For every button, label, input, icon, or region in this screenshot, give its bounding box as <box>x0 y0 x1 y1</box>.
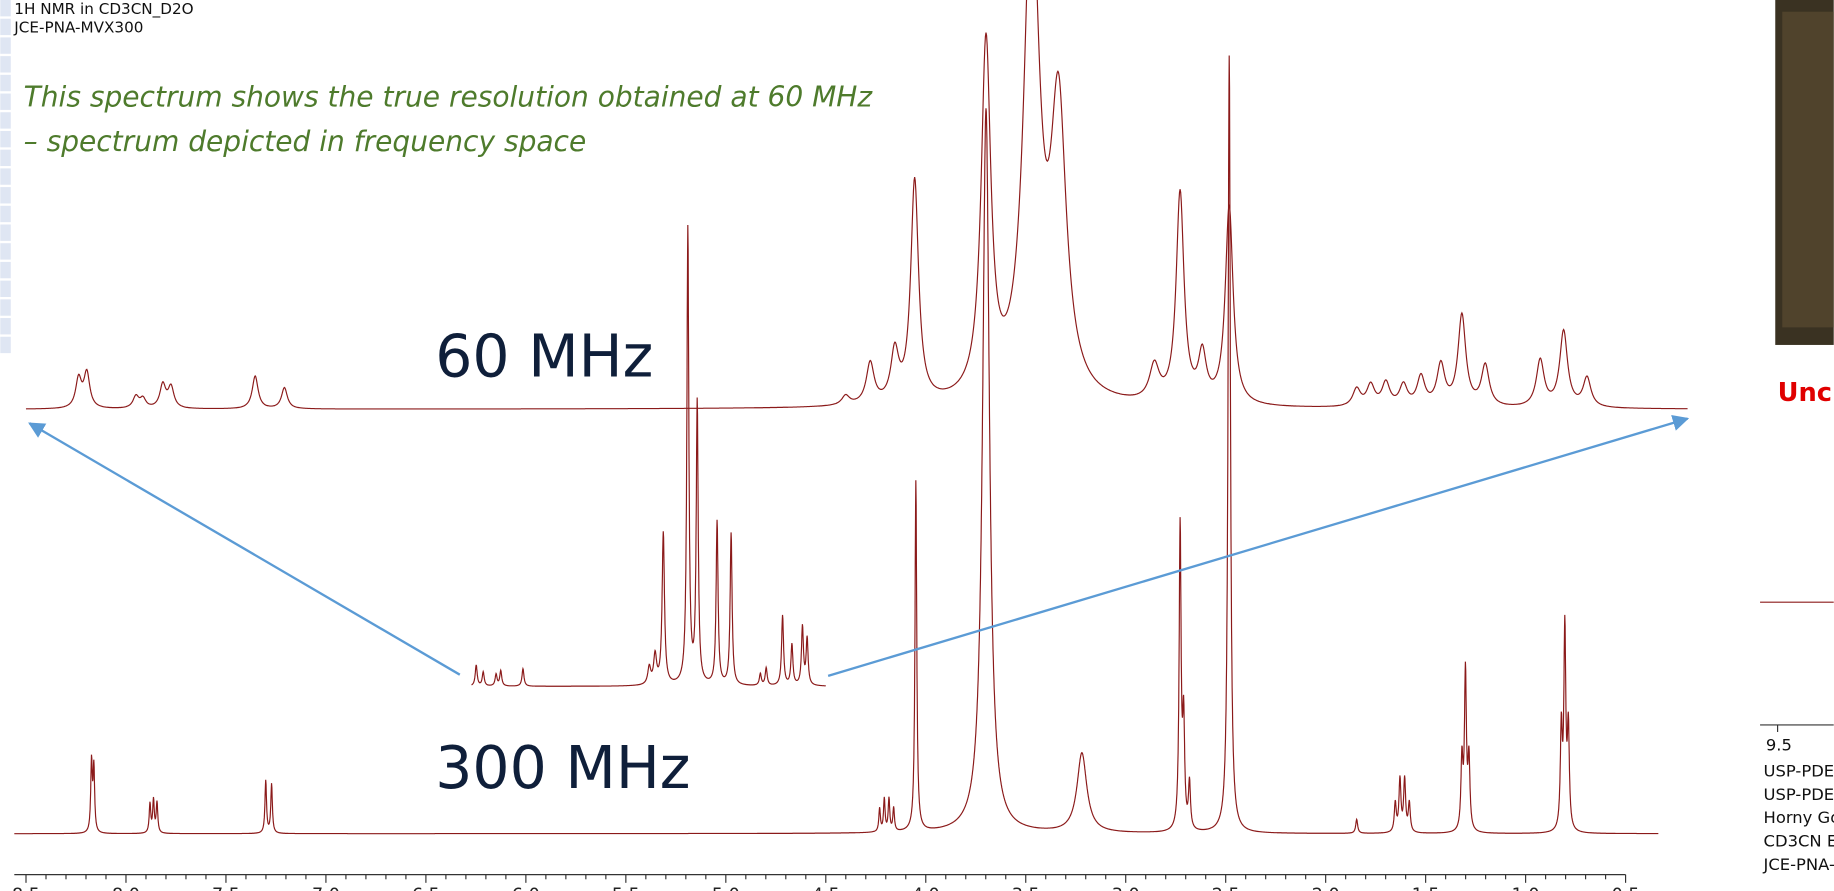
strip-cell <box>0 205 11 223</box>
field-label: 60 MHz <box>435 323 653 391</box>
strip-cell <box>0 280 11 297</box>
panel-heading: Unc <box>1778 378 1832 408</box>
x-tick-label: 4.5 <box>812 885 840 891</box>
caption-line: This spectrum shows the true resolution … <box>24 80 874 113</box>
x-tick-label: 1.0 <box>1512 885 1540 891</box>
spectrum-trace <box>471 224 826 687</box>
x-tick-label: 4.0 <box>912 885 940 891</box>
x-tick-label: 6.5 <box>412 885 440 891</box>
x-tick-label: 2.5 <box>1212 885 1240 891</box>
strip-cell <box>0 93 11 110</box>
strip-cell <box>0 112 11 129</box>
strip-cell <box>0 187 11 204</box>
x-tick-label: 0.5 <box>1612 885 1640 891</box>
strip-cell <box>0 261 11 279</box>
header-line: JCE-PNA-MVX300 <box>13 19 143 37</box>
photo-label <box>1782 11 1834 328</box>
field-label: 300 MHz <box>435 734 690 802</box>
strip-cell <box>0 149 11 167</box>
spectrum-trace <box>25 0 1688 410</box>
panel-line: JCE-PNA- <box>1763 855 1834 874</box>
spectra <box>14 0 1688 835</box>
strip-cell <box>0 0 11 17</box>
strip-cell <box>0 37 11 54</box>
panel-line: USP-PDE5 <box>1764 761 1834 780</box>
x-tick-label: 7.0 <box>312 885 340 891</box>
spectrum-trace <box>14 55 1659 835</box>
left-strip <box>0 0 11 354</box>
strip-cell <box>0 18 11 36</box>
header-line: 1H NMR in CD3CN_D2O <box>14 0 193 19</box>
x-tick-label: 8.0 <box>112 885 140 891</box>
arrow <box>28 422 461 676</box>
caption-line: – spectrum depicted in frequency space <box>24 125 587 158</box>
panel-line: USP-PDE5 <box>1764 785 1834 804</box>
x-tick-label: 5.5 <box>612 885 640 891</box>
panel-tick-label: 9.5 <box>1766 736 1792 755</box>
strip-cell <box>0 224 11 241</box>
strip-cell <box>0 56 11 73</box>
panel-line: CD3CN Ex <box>1764 832 1834 851</box>
x-axis-ticks: 8.5 8.0 7.5 7.0 6.5 6.0 5.5 5.0 4.5 4.0 3.5 3.0 2.5 2… <box>12 874 1640 891</box>
x-tick-label: 8.5 <box>12 885 40 891</box>
strip-cell <box>0 318 11 335</box>
strip-cell <box>0 336 11 354</box>
x-tick-label: 5.0 <box>712 885 740 891</box>
strip-cell <box>0 243 11 260</box>
panel-line: Horny Goa <box>1764 808 1834 827</box>
strip-cell <box>0 299 11 316</box>
strip-cell <box>0 130 11 148</box>
arrow <box>827 414 1690 677</box>
x-tick-label: 3.0 <box>1112 885 1140 891</box>
x-tick-label: 3.5 <box>1012 885 1040 891</box>
x-tick-label: 6.0 <box>512 885 540 891</box>
panel-text: USP-PDE5 USP-PDE5 Horny Goa CD3CN Ex JCE-PNA… <box>1763 761 1834 874</box>
x-tick-label: 2.0 <box>1312 885 1340 891</box>
x-tick-label: 7.5 <box>212 885 240 891</box>
strip-cell <box>0 168 11 185</box>
x-tick-label: 1.5 <box>1412 885 1440 891</box>
strip-cell <box>0 74 11 92</box>
